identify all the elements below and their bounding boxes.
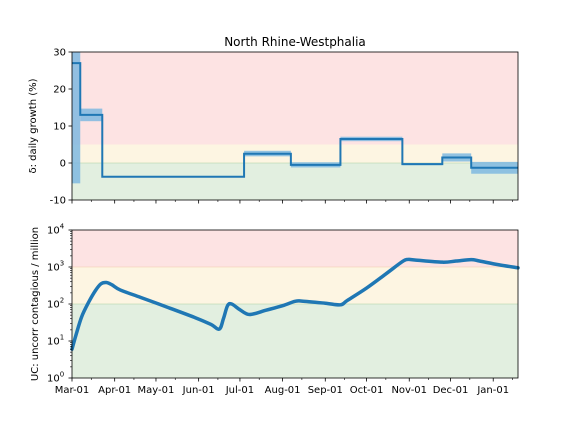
contagious-line: [70, 257, 520, 351]
background-band: [72, 52, 518, 145]
bottom-ylabel: UC: uncorr contagious / million: [30, 227, 41, 381]
y-tick-label: 100: [47, 371, 64, 385]
x-tick-label: Aug-01: [265, 385, 301, 396]
x-tick-label: Jun-01: [182, 385, 215, 396]
top-ylabel: δ: daily growth (%): [28, 78, 39, 173]
growth-panel: -10 0 10 20 30: [50, 48, 519, 207]
contagious-panel: 100 101 102 103 104 Mar-01 Apr-01 May-01 Jun-01 J…: [47, 223, 520, 396]
y-tick-label: 101: [47, 334, 64, 348]
chart-title: North Rhine-Westphalia: [224, 35, 366, 49]
y-tick-label: 102: [47, 297, 64, 311]
y-tick-label: 0: [60, 159, 66, 170]
x-tick-label: Apr-01: [98, 385, 131, 396]
background-band: [72, 304, 518, 378]
x-tick-label: Dec-01: [433, 385, 469, 396]
y-tick-label: 30: [53, 48, 66, 59]
x-tick-label: Mar-01: [55, 385, 90, 396]
y-tick-label: 104: [47, 223, 65, 237]
background-band: [72, 144, 518, 163]
background-band: [72, 163, 518, 200]
x-tick-label: Jul-01: [225, 385, 254, 396]
x-tick-label: May-01: [138, 385, 175, 396]
x-tick-label: Jan-01: [476, 385, 509, 396]
y-tick-label: 103: [47, 260, 64, 274]
x-tick-label: Sep-01: [308, 385, 343, 396]
growth-step-line: [72, 62, 518, 178]
confidence-band: [72, 52, 81, 184]
x-tick-label: Oct-01: [350, 385, 384, 396]
x-tick-label: Nov-01: [391, 385, 427, 396]
y-tick-label: -10: [50, 196, 66, 207]
y-tick-label: 20: [53, 85, 66, 96]
y-tick-label: 10: [53, 122, 66, 133]
